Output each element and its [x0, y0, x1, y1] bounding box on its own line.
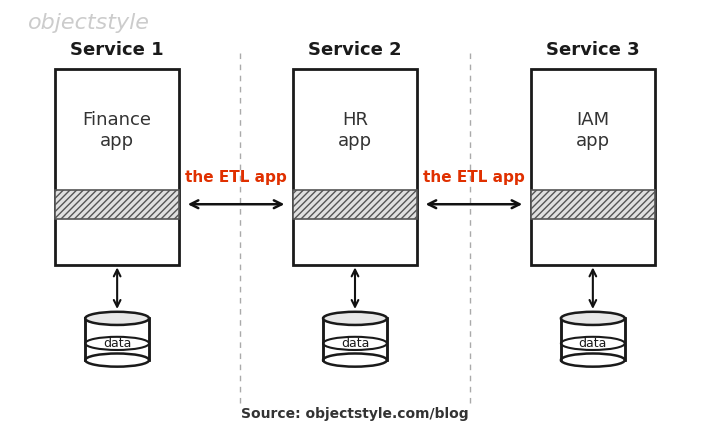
Ellipse shape — [561, 354, 625, 367]
Text: Service 3: Service 3 — [546, 41, 640, 59]
Text: Service 2: Service 2 — [308, 41, 402, 59]
Text: Source: objectstyle.com/blog: Source: objectstyle.com/blog — [241, 406, 469, 420]
Bar — [530, 191, 655, 219]
Bar — [323, 319, 387, 360]
Text: data: data — [103, 336, 131, 350]
Ellipse shape — [323, 337, 387, 350]
Ellipse shape — [85, 354, 149, 367]
Bar — [293, 70, 417, 265]
Text: Finance
app: Finance app — [82, 111, 152, 150]
Bar — [530, 70, 655, 265]
Text: the ETL app: the ETL app — [423, 170, 525, 185]
Text: data: data — [341, 336, 369, 350]
Ellipse shape — [561, 312, 625, 325]
Ellipse shape — [85, 337, 149, 350]
Text: Service 1: Service 1 — [70, 41, 164, 59]
Text: data: data — [579, 336, 607, 350]
Ellipse shape — [85, 312, 149, 325]
Bar — [293, 191, 417, 219]
Ellipse shape — [323, 354, 387, 367]
Text: IAM
app: IAM app — [576, 111, 610, 150]
Bar — [55, 70, 179, 265]
Bar — [85, 319, 149, 360]
Text: the ETL app: the ETL app — [185, 170, 287, 185]
Bar — [55, 191, 179, 219]
Ellipse shape — [323, 312, 387, 325]
Text: HR
app: HR app — [338, 111, 372, 150]
Text: objectstyle: objectstyle — [28, 13, 151, 33]
Ellipse shape — [561, 337, 625, 350]
Bar — [561, 319, 625, 360]
